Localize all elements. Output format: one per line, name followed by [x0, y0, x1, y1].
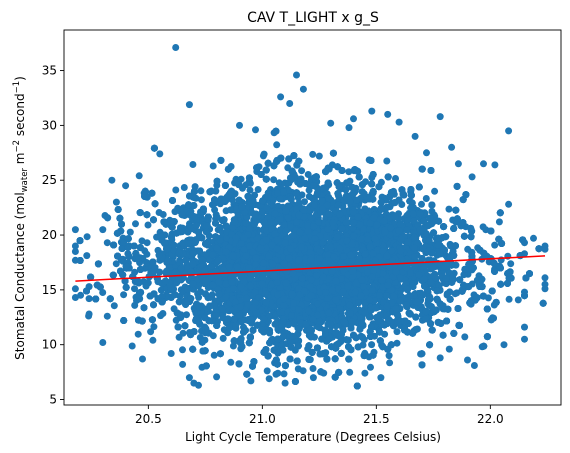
scatter-point	[386, 359, 394, 367]
scatter-point	[507, 260, 515, 268]
scatter-point	[260, 150, 268, 158]
scatter-point	[491, 241, 499, 249]
scatter-point	[180, 184, 188, 191]
scatter-point	[189, 161, 197, 168]
scatter-point	[159, 310, 167, 317]
scatter-point	[110, 302, 118, 310]
scatter-point	[172, 186, 180, 194]
scatter-point	[367, 363, 374, 371]
scatter-point	[83, 252, 91, 260]
scatter-point	[83, 233, 91, 241]
scatter-point	[393, 328, 401, 336]
scatter-point	[298, 167, 306, 175]
scatter-points	[71, 44, 549, 390]
scatter-point	[128, 342, 136, 350]
scatter-point	[460, 271, 468, 279]
scatter-point	[309, 365, 317, 372]
scatter-point	[451, 290, 459, 298]
scatter-point	[183, 311, 190, 319]
scatter-point	[309, 150, 317, 158]
scatter-point	[197, 196, 205, 204]
scatter-point	[171, 208, 179, 216]
scatter-point	[294, 365, 302, 373]
scatter-point	[270, 176, 278, 184]
scatter-point	[138, 237, 146, 245]
scatter-point	[237, 175, 245, 183]
scatter-point	[229, 342, 237, 350]
scatter-point	[197, 187, 205, 195]
scatter-point	[213, 373, 221, 381]
scatter-point	[422, 195, 430, 202]
scatter-point	[132, 220, 139, 228]
scatter-point	[309, 374, 317, 382]
scatter-point	[273, 141, 281, 149]
scatter-point	[530, 234, 537, 242]
scatter-point	[305, 186, 313, 194]
scatter-point	[147, 328, 155, 336]
scatter-point	[445, 205, 453, 213]
scatter-point	[461, 333, 469, 341]
scatter-point	[301, 198, 308, 206]
scatter-point	[505, 295, 513, 303]
scatter-point	[159, 211, 167, 218]
scatter-point	[280, 370, 288, 378]
scatter-point	[144, 221, 152, 229]
scatter-point	[131, 301, 139, 309]
scatter-point	[514, 296, 522, 304]
scatter-point	[254, 186, 262, 193]
scatter-point	[345, 168, 353, 176]
scatter-point	[263, 367, 271, 375]
scatter-point	[134, 330, 142, 338]
scatter-point	[179, 329, 187, 337]
scatter-point	[304, 171, 312, 178]
scatter-point	[143, 250, 151, 258]
scatter-point	[112, 260, 120, 268]
scatter-point	[418, 200, 425, 208]
scatter-point	[179, 346, 186, 354]
scatter-point	[139, 355, 146, 363]
scatter-point	[246, 186, 254, 194]
scatter-point	[425, 237, 433, 244]
scatter-point	[275, 179, 283, 187]
scatter-point	[126, 228, 134, 236]
scatter-point	[383, 157, 391, 165]
scatter-point	[393, 339, 401, 347]
scatter-point	[443, 290, 451, 298]
scatter-point	[346, 368, 354, 376]
scatter-point	[368, 341, 376, 349]
scatter-point	[219, 334, 227, 342]
scatter-point	[209, 162, 217, 170]
scatter-point	[150, 323, 158, 331]
chart-title: CAV T_LIGHT x g_S	[247, 10, 379, 26]
scatter-point	[232, 175, 240, 183]
scatter-point	[315, 152, 323, 160]
scatter-point	[431, 187, 439, 195]
scatter-point	[392, 175, 399, 182]
scatter-point	[385, 352, 393, 360]
scatter-point	[120, 291, 128, 299]
scatter-point	[99, 289, 107, 296]
scatter-point	[227, 358, 235, 366]
scatter-point	[210, 351, 218, 359]
scatter-point	[131, 285, 138, 293]
scatter-point	[212, 187, 220, 195]
